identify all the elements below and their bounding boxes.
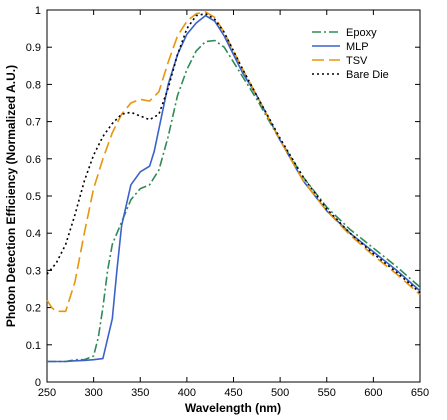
plot-frame xyxy=(46,9,421,383)
y-axis-title: Photon Detection Efficiency (Normalized … xyxy=(4,65,18,327)
x-tick-label: 600 xyxy=(364,387,382,399)
series-line-epoxy xyxy=(47,39,421,363)
y-tick-label: 0 xyxy=(35,377,41,389)
x-tick-label: 250 xyxy=(38,387,56,399)
y-tick-label: 0.1 xyxy=(26,340,41,352)
y-tick-label: 0.6 xyxy=(26,154,41,166)
legend: Epoxy MLP TSV Bare Die xyxy=(312,27,389,81)
y-tick-label: 0.4 xyxy=(26,228,41,240)
x-tick-label: 450 xyxy=(224,387,242,399)
series-layer xyxy=(46,11,421,363)
axis-ticks: 250 300 350 400 450 500 550 600 650 0 0.1 0.2 0.3 0.4… xyxy=(26,5,429,399)
y-tick-label: 0.7 xyxy=(26,117,41,129)
x-tick-label: 400 xyxy=(178,387,196,399)
legend-label: Bare Die xyxy=(346,69,389,81)
series-line-tsv xyxy=(46,11,421,313)
x-tick-label: 300 xyxy=(84,387,102,399)
x-tick-label: 550 xyxy=(318,387,336,399)
y-tick-label: 0.8 xyxy=(26,79,41,91)
legend-label: MLP xyxy=(346,41,369,53)
legend-label: Epoxy xyxy=(346,27,377,39)
y-tick-label: 0.2 xyxy=(26,303,41,315)
y-tick-label: 0.3 xyxy=(26,265,41,277)
x-axis-title: Wavelength (nm) xyxy=(185,401,281,415)
y-tick-label: 1 xyxy=(35,5,41,17)
legend-label: TSV xyxy=(346,55,368,67)
y-tick-label: 0.5 xyxy=(26,191,41,203)
series-line-bare-die xyxy=(46,12,421,294)
x-tick-label: 650 xyxy=(411,387,429,399)
y-tick-label: 0.9 xyxy=(26,42,41,54)
x-tick-label: 350 xyxy=(131,387,149,399)
x-tick-label: 500 xyxy=(271,387,289,399)
